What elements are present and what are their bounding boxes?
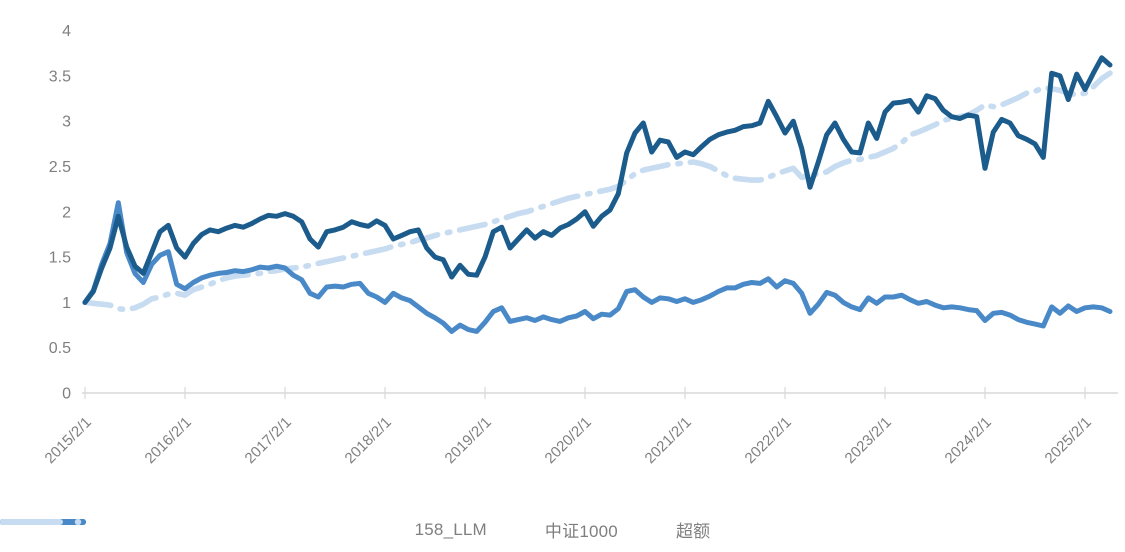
x-axis-tick-label: 2015/2/1 xyxy=(42,414,95,467)
x-axis-tick-label: 2019/2/1 xyxy=(442,414,495,467)
x-axis-tick-label: 2025/2/1 xyxy=(1042,414,1095,467)
legend-item-excess: 超额 xyxy=(0,517,711,542)
y-axis-tick-label: 0.5 xyxy=(49,340,71,357)
x-axis-tick-label: 2020/2/1 xyxy=(542,414,595,467)
legend-label-excess: 超额 xyxy=(675,522,711,541)
x-axis-tick-label: 2022/2/1 xyxy=(742,414,795,467)
series-line-超额 xyxy=(82,70,1113,313)
y-axis-tick-label: 3.5 xyxy=(49,68,71,85)
x-axis-tick-label: 2021/2/1 xyxy=(642,414,695,467)
chart-legend: 158_LLM 中证1000 超额 xyxy=(0,517,1125,542)
x-axis-tick-label: 2016/2/1 xyxy=(142,414,195,467)
legend-label-158-llm: 158_LLM xyxy=(414,519,487,539)
legend-swatch-dash-dot-icon xyxy=(0,518,82,526)
y-axis-tick-label: 2.5 xyxy=(49,159,71,176)
x-axis-tick-label: 2023/2/1 xyxy=(842,414,895,467)
legend-item-csi1000: 中证1000 xyxy=(0,517,618,542)
legend-item-158-llm: 158_LLM xyxy=(0,519,487,540)
legend-label-csi1000: 中证1000 xyxy=(544,522,618,541)
y-axis-tick-label: 1.5 xyxy=(49,250,71,267)
y-axis-tick-label: 1 xyxy=(62,295,71,312)
x-axis-tick-label: 2024/2/1 xyxy=(942,414,995,467)
y-axis-tick-label: 4 xyxy=(62,23,71,40)
y-axis-tick-label: 2 xyxy=(62,204,71,221)
series-line-中证1000 xyxy=(82,200,1113,334)
x-axis-tick-label: 2017/2/1 xyxy=(242,414,295,467)
x-axis-tick-label: 2018/2/1 xyxy=(342,414,395,467)
y-axis-tick-label: 3 xyxy=(62,114,71,131)
y-axis-tick-label: 0 xyxy=(62,386,71,403)
series-line-158_LLM xyxy=(82,55,1113,305)
